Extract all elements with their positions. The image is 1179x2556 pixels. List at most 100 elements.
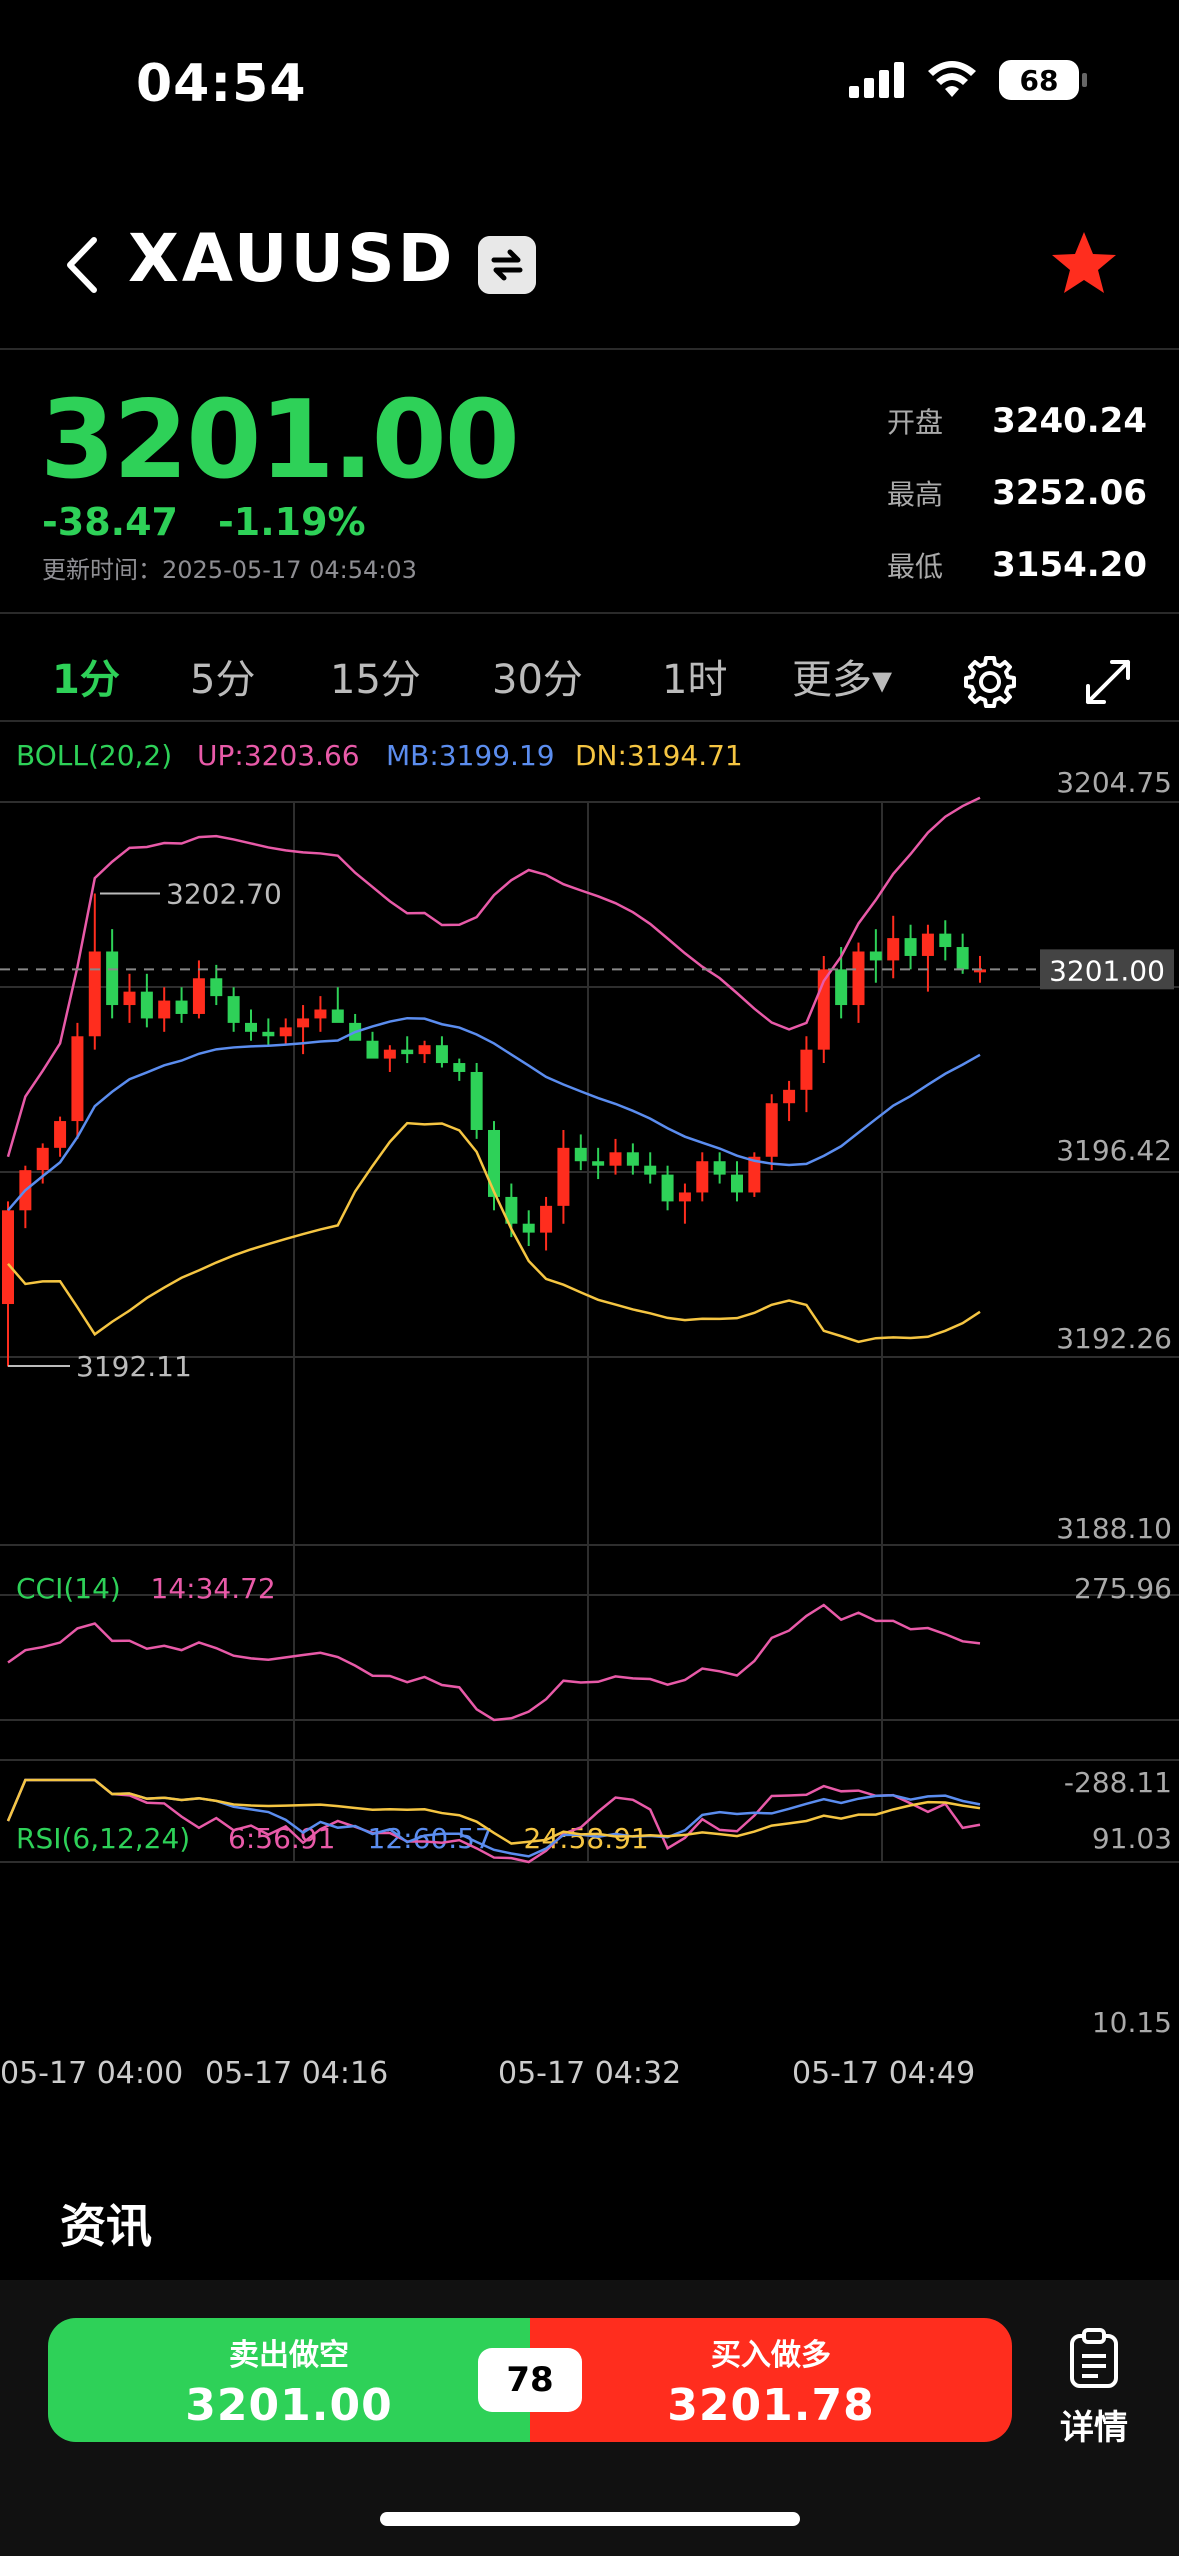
favorite-star-icon[interactable] — [1049, 228, 1119, 298]
candle-body — [835, 969, 848, 1006]
x-tick-label: 05-17 04:00 — [0, 2056, 183, 2091]
x-tick-label: 05-17 04:16 — [205, 2056, 388, 2091]
candle-body — [540, 1205, 553, 1233]
candle-body — [140, 991, 153, 1019]
candle-body — [418, 1045, 431, 1055]
tab-30min[interactable]: 30分 — [492, 657, 583, 703]
candle-body — [505, 1196, 518, 1224]
candle-body — [36, 1147, 49, 1171]
gear-icon[interactable] — [962, 654, 1018, 710]
clipboard-icon[interactable] — [1068, 2328, 1120, 2390]
cci-legend-0: 14:34.72 — [151, 1572, 276, 1605]
tab-1hour[interactable]: 1时 — [662, 657, 728, 703]
chart-canvas[interactable]: BOLL(20,2) UP:3203.66 MB:3199.19 DN:3194.71… — [0, 730, 1179, 2110]
candle-body — [2, 1210, 14, 1305]
candle-body — [279, 1027, 292, 1037]
candle-body — [626, 1152, 639, 1166]
current-price-label: 3201.00 — [1049, 954, 1165, 987]
candle-body — [331, 1009, 344, 1023]
symbol-title: XAUUSD — [128, 220, 456, 297]
detail-label[interactable]: 详情 — [1060, 2408, 1128, 2448]
boll-legend-1: MB:3199.19 — [386, 739, 555, 772]
candle-body — [435, 1045, 448, 1064]
cci-y-tick: 275.96 — [1074, 1572, 1172, 1605]
cci-title: CCI(14) — [16, 1572, 121, 1605]
candle-body — [887, 938, 900, 961]
boll-upper-line — [6, 796, 981, 1158]
period-tabs: 1分 5分 15分 30分 1时 更多▾ — [0, 630, 1179, 730]
max-marker-label: 3202.70 — [166, 877, 282, 910]
ohl-panel: 开盘 3240.24 最高 3252.06 最低 3154.20 — [887, 385, 1147, 601]
buy-button[interactable]: 买入做多 3201.78 — [530, 2318, 1012, 2442]
candle-body — [470, 1071, 483, 1130]
header-divider — [0, 348, 1179, 350]
candle-body — [956, 947, 969, 970]
candle-body — [158, 1000, 171, 1019]
tab-1min[interactable]: 1分 — [52, 657, 120, 703]
tabs-divider — [0, 720, 1179, 722]
price-change-percent: -1.19% — [218, 500, 366, 544]
candle-body — [678, 1192, 691, 1202]
candle-body — [783, 1089, 796, 1104]
last-price: 3201.00 — [40, 378, 520, 503]
open-row: 开盘 3240.24 — [887, 385, 1147, 457]
status-time: 04:54 — [136, 54, 307, 114]
swap-icon[interactable] — [478, 236, 536, 294]
rsi-y-tick: 10.15 — [1092, 2006, 1172, 2039]
candle-body — [609, 1152, 622, 1166]
low-value: 3154.20 — [992, 545, 1147, 585]
candle-body — [210, 978, 223, 997]
candle-body — [748, 1156, 761, 1193]
price-divider — [0, 612, 1179, 614]
candle-body — [401, 1049, 414, 1055]
rsi-legend-1: 12:60.57 — [368, 1822, 493, 1855]
candle-body — [175, 1000, 188, 1014]
back-chevron-icon[interactable] — [58, 232, 108, 298]
min-marker-label: 3192.11 — [76, 1350, 192, 1383]
low-row: 最低 3154.20 — [887, 529, 1147, 601]
candle-body — [800, 1049, 813, 1090]
current-price-badge — [1040, 949, 1174, 990]
battery-indicator: 68 — [999, 60, 1087, 100]
candle-body — [522, 1223, 535, 1233]
candle-body — [106, 951, 119, 1006]
candle-body — [574, 1147, 587, 1162]
candle-body — [713, 1161, 726, 1175]
kline-chart[interactable]: BOLL(20,2) UP:3203.66 MB:3199.19 DN:3194.71… — [0, 730, 1179, 2110]
candle-body — [192, 978, 205, 1014]
x-tick-label: 05-17 04:32 — [498, 2056, 681, 2091]
open-label: 开盘 — [887, 406, 944, 439]
boll-title: BOLL(20,2) — [16, 739, 172, 772]
candle-body — [123, 991, 136, 1006]
candle-body — [696, 1161, 709, 1193]
candle-body — [383, 1049, 396, 1059]
candle-body — [974, 969, 986, 973]
candle-body — [488, 1129, 500, 1197]
sell-label: 卖出做空 — [229, 2338, 349, 2373]
rsi-y-tick: 91.03 — [1092, 1822, 1172, 1855]
candle-body — [227, 996, 240, 1023]
signal-icon — [849, 62, 904, 98]
open-value: 3240.24 — [992, 401, 1147, 441]
rsi-title: RSI(6,12,24) — [16, 1822, 190, 1855]
fullscreen-expand-icon[interactable] — [1080, 654, 1136, 710]
tab-15min[interactable]: 15分 — [330, 657, 421, 703]
tab-more[interactable]: 更多▾ — [792, 657, 893, 703]
tab-5min[interactable]: 5分 — [190, 657, 256, 703]
candle-body — [262, 1031, 275, 1037]
news-heading: 资讯 — [60, 2199, 152, 2253]
status-bar: 04:54 68 — [0, 0, 1179, 170]
boll-middle-line — [7, 1016, 981, 1212]
price-change: -38.47 — [42, 500, 178, 544]
home-indicator — [380, 2512, 800, 2526]
high-row: 最高 3252.06 — [887, 457, 1147, 529]
buy-label: 买入做多 — [711, 2338, 831, 2373]
boll-legend-0: UP:3203.66 — [197, 739, 360, 772]
candle-body — [939, 933, 952, 948]
sell-button[interactable]: 卖出做空 3201.00 — [48, 2318, 530, 2442]
candle-body — [297, 1018, 310, 1028]
candle-body — [71, 1036, 84, 1122]
rsi6-line — [6, 1778, 981, 1864]
y-tick-label: 3196.42 — [1056, 1134, 1172, 1167]
candle-body — [453, 1063, 466, 1072]
